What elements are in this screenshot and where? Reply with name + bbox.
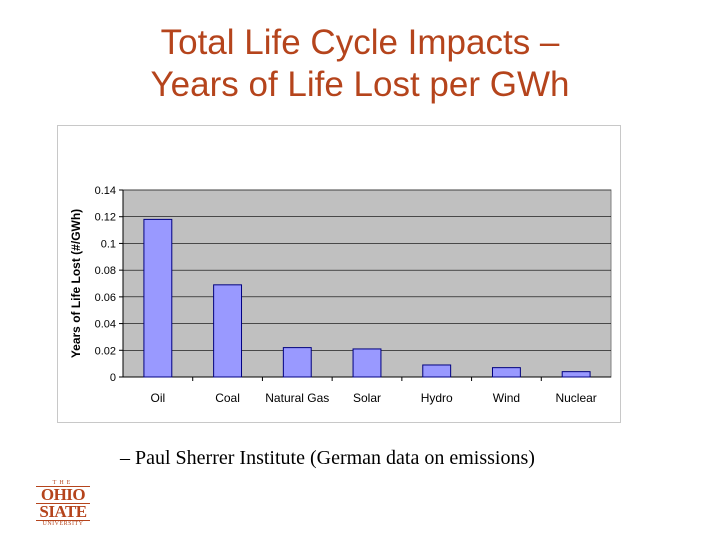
source-caption: – Paul Sherrer Institute (German data on… (120, 447, 535, 469)
plot-area (122, 189, 612, 378)
bar-solar (352, 348, 382, 378)
x-tick-label: Hydro (421, 391, 453, 405)
slide-title: Total Life Cycle Impacts – Years of Life… (40, 22, 680, 106)
y-tick-label: 0.14 (95, 185, 116, 197)
logo-bottom-text: UNIVERSITY (42, 521, 84, 527)
y-tick-label: 0.02 (95, 345, 116, 357)
chart-frame: 0 0.02 0.04 0.06 0.08 0.1 0.12 0.14 Oil Coal Natur… (57, 125, 621, 423)
bar-coal (213, 284, 243, 378)
bar-nuclear (561, 371, 591, 378)
x-tick-label: Oil (151, 391, 166, 405)
y-tick-label: 0 (110, 372, 116, 384)
logo-line-1: OHIO (36, 486, 90, 504)
bar-chart: 0 0.02 0.04 0.06 0.08 0.1 0.12 0.14 Oil Coal Natur… (69, 185, 612, 405)
title-line-2: Years of Life Lost per GWh (150, 65, 570, 104)
y-tick-label: 0.12 (95, 212, 116, 224)
x-tick-label: Coal (215, 391, 240, 405)
bar-natural-gas (282, 347, 312, 378)
x-tick-label: Solar (353, 391, 381, 405)
y-tick-label: 0.06 (95, 292, 116, 304)
y-axis-title: Years of Life Lost (#/GWh) (69, 209, 83, 358)
logo-top-text: THE (36, 480, 90, 487)
y-tick-label: 0.08 (95, 265, 116, 277)
y-tick-label: 0.04 (95, 319, 116, 331)
x-tick-label: Natural Gas (265, 391, 329, 405)
x-tick-label: Nuclear (555, 391, 596, 405)
title-line-1: Total Life Cycle Impacts – (160, 23, 560, 62)
y-tick-label: 0.1 (101, 238, 116, 250)
bar-oil (143, 218, 173, 378)
bar-wind (491, 367, 521, 378)
x-tick-label: Wind (493, 391, 520, 405)
university-logo: THE OHIO SIATE UNIVERSITY (36, 480, 90, 528)
bar-hydro (422, 364, 452, 378)
logo-line-2: SIATE (36, 503, 90, 521)
